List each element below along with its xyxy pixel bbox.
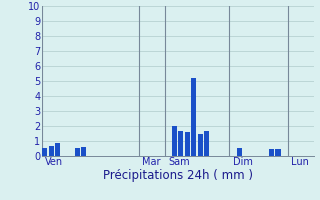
Bar: [42, 148, 47, 156]
Bar: [55, 142, 60, 156]
Bar: [172, 126, 177, 156]
Bar: [276, 148, 281, 156]
Bar: [75, 148, 80, 156]
X-axis label: Précipitations 24h ( mm ): Précipitations 24h ( mm ): [103, 169, 252, 182]
Bar: [269, 149, 274, 156]
Bar: [185, 132, 190, 156]
Bar: [236, 148, 242, 156]
Bar: [204, 130, 209, 156]
Bar: [178, 130, 183, 156]
Bar: [198, 134, 203, 156]
Bar: [191, 78, 196, 156]
Bar: [49, 146, 54, 156]
Bar: [81, 147, 86, 156]
